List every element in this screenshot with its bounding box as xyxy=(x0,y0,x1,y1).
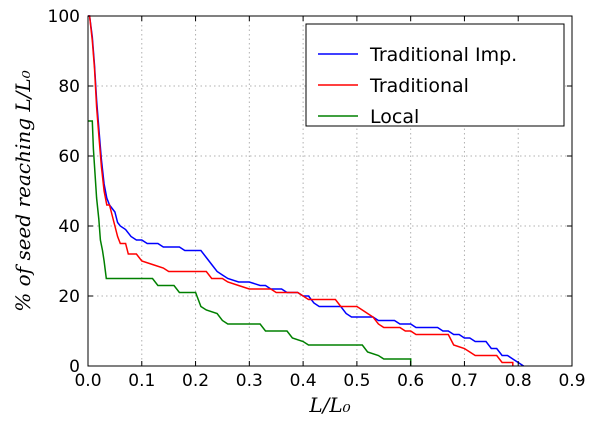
x-tick-label: 0.7 xyxy=(451,371,478,391)
x-tick-label: 0.4 xyxy=(290,371,317,391)
x-tick-label: 0.1 xyxy=(128,371,155,391)
series-line-3 xyxy=(88,120,412,366)
y-tick-label: 80 xyxy=(58,77,80,97)
legend-label-3: Local xyxy=(370,106,419,128)
y-tick-label: 40 xyxy=(58,217,80,237)
y-tick-label: 100 xyxy=(48,7,80,27)
legend-entries: Traditional Imp. Traditional Local xyxy=(318,44,517,128)
x-tick-label: 0.9 xyxy=(558,371,585,391)
x-tick-label: 0.6 xyxy=(397,371,424,391)
legend: Traditional Imp. Traditional Local xyxy=(305,23,565,128)
series-lines xyxy=(88,15,525,367)
y-axis-label: % of seed reaching L/L₀ xyxy=(11,70,35,311)
x-tick-label: 0.5 xyxy=(343,371,370,391)
y-tick-label: 0 xyxy=(69,357,80,377)
ticks xyxy=(87,15,573,367)
x-tick-label: 0.2 xyxy=(182,371,209,391)
plot-frame xyxy=(87,15,573,367)
tick-labels: 0.0 0.1 0.2 0.3 0.4 0.5 0.6 0.7 0.8 0.9 0 20 40 60 80 1… xyxy=(48,7,586,391)
y-tick-label: 60 xyxy=(58,147,80,167)
legend-label-1: Traditional Imp. xyxy=(369,44,517,66)
y-tick-label: 20 xyxy=(58,287,80,307)
x-tick-label: 0.8 xyxy=(505,371,532,391)
series-line-2 xyxy=(88,15,514,366)
legend-box xyxy=(305,23,565,127)
legend-label-2: Traditional xyxy=(369,75,469,97)
x-axis-label: L/L₀ xyxy=(308,393,350,417)
x-tick-label: 0.3 xyxy=(236,371,263,391)
x-tick-label: 0.0 xyxy=(74,371,101,391)
